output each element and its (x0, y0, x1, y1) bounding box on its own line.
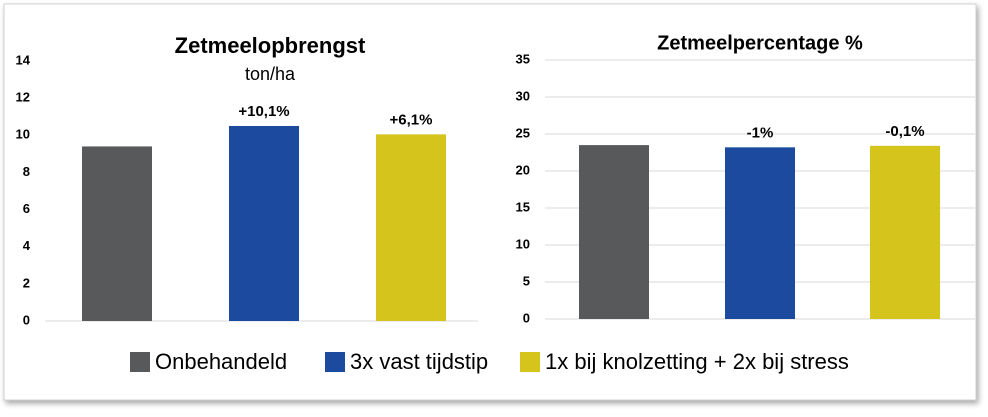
annotation: +6,1% (390, 111, 433, 128)
y-tick-label: 15 (516, 199, 530, 214)
y-tick-label: 8 (23, 164, 30, 179)
bar (579, 145, 649, 319)
legend-swatch (520, 352, 540, 372)
y-tick-label: 2 (23, 275, 30, 290)
y-tick-label: 10 (16, 127, 30, 142)
bar (376, 134, 446, 321)
legend-label: Onbehandeld (155, 349, 287, 374)
bar (725, 147, 795, 319)
y-tick-label: 35 (516, 51, 530, 66)
chart-subtitle: ton/ha (245, 64, 296, 84)
annotation: -1% (747, 124, 774, 141)
chart-title: Zetmeelopbrengst (175, 33, 366, 58)
y-tick-label: 4 (23, 238, 31, 253)
y-tick-label: 14 (16, 52, 31, 67)
legend-label: 3x vast tijdstip (350, 349, 488, 374)
y-tick-label: 20 (516, 162, 530, 177)
bar (870, 145, 940, 319)
legend-swatch (325, 352, 345, 372)
y-tick-label: 10 (516, 236, 530, 251)
card (3, 3, 977, 401)
y-tick-label: 5 (523, 273, 530, 288)
y-tick-label: 0 (523, 310, 530, 325)
annotation: +10,1% (238, 103, 289, 120)
y-tick-label: 25 (516, 125, 530, 140)
annotation: -0,1% (885, 123, 924, 140)
legend-swatch (130, 352, 150, 372)
chart-title: Zetmeelpercentage % (657, 32, 863, 54)
bar (229, 126, 299, 321)
y-tick-label: 12 (16, 90, 30, 105)
y-tick-label: 0 (23, 312, 30, 327)
bar (82, 146, 152, 321)
legend-label: 1x bij knolzetting + 2x bij stress (545, 349, 849, 374)
y-tick-label: 6 (23, 201, 30, 216)
y-tick-label: 30 (516, 88, 530, 103)
